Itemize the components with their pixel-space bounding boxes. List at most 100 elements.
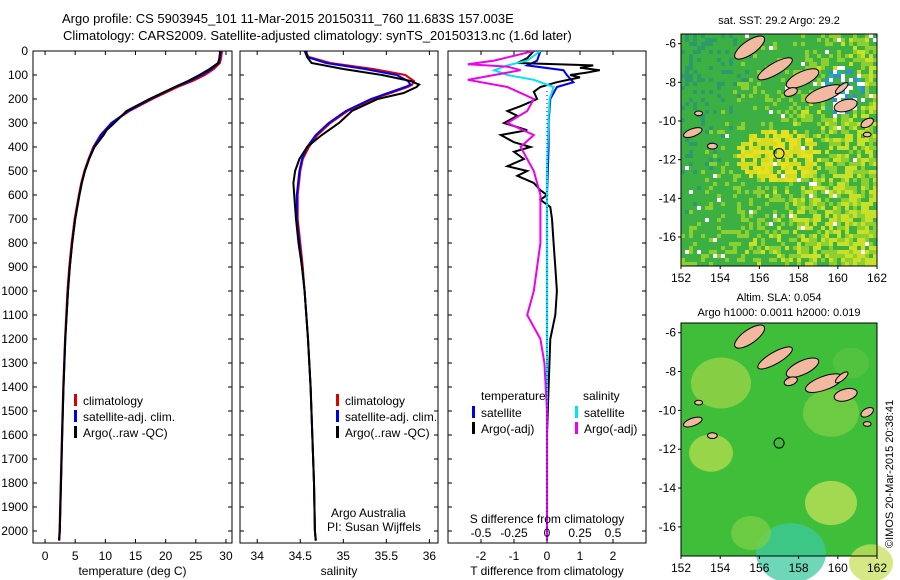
legend-swatch bbox=[336, 410, 339, 422]
depth-tick-label: 900 bbox=[8, 260, 28, 274]
lat-tick-label: -14 bbox=[659, 481, 677, 495]
x-tick-label: 30 bbox=[219, 549, 233, 563]
float-position-marker bbox=[773, 437, 785, 449]
legend-swatch bbox=[472, 406, 475, 418]
sst_map-land bbox=[682, 35, 874, 150]
x-tick-label: 15 bbox=[129, 549, 143, 563]
annotation-line-2: PI: Susan Wijffels bbox=[327, 520, 421, 534]
legend-title-temperature: temperature bbox=[481, 389, 546, 403]
lon-tick-label: 154 bbox=[710, 561, 730, 575]
lon-tick-label: 156 bbox=[749, 271, 769, 285]
lon-tick-label: 160 bbox=[828, 561, 848, 575]
legend-entry: climatology bbox=[345, 394, 405, 408]
temperature-series bbox=[57, 51, 224, 541]
lon-tick-label: 158 bbox=[789, 271, 809, 285]
lon-tick-label: 152 bbox=[671, 561, 691, 575]
depth-tick-label: 1000 bbox=[1, 284, 28, 298]
depth-tick-label: 1700 bbox=[1, 452, 28, 466]
depth-tick-label: 2000 bbox=[1, 524, 28, 538]
legend-title-salinity: salinity bbox=[583, 389, 620, 403]
salinity-panel: 34 34.5 35 35.5 36 salinity climatology satelli… bbox=[239, 50, 439, 578]
lat-tick-label: -8 bbox=[665, 75, 676, 89]
legend-swatch bbox=[472, 422, 475, 434]
lon-tick-label: 154 bbox=[710, 271, 730, 285]
legend-entry: Argo(..raw -QC) bbox=[345, 426, 430, 440]
salinity-series bbox=[292, 51, 421, 541]
title-line-2: Climatology: CARS2009. Satellite-adjuste… bbox=[63, 28, 572, 43]
depth-tick-label: 1200 bbox=[1, 332, 28, 346]
difference-panel: -2 -1 0 1 2T difference from climatology -0.5… bbox=[447, 50, 647, 578]
sla_map-land bbox=[682, 324, 874, 440]
depth-tick-label: 600 bbox=[8, 188, 28, 202]
legend-swatch bbox=[336, 426, 339, 438]
sla_map-field bbox=[681, 323, 893, 580]
legend-swatch bbox=[74, 410, 77, 422]
lat-tick-label: -12 bbox=[659, 442, 677, 456]
depth-tick-label: 700 bbox=[8, 212, 28, 226]
x-tick-label: 35 bbox=[337, 549, 351, 563]
x-tick-label: -1 bbox=[509, 549, 520, 563]
x-tick-label: -2 bbox=[476, 549, 487, 563]
x-tick-label: 0 bbox=[544, 549, 551, 563]
lat-tick-label: -10 bbox=[659, 403, 677, 417]
series-line-2 bbox=[292, 51, 421, 541]
legend-entry: Argo(-adj) bbox=[584, 422, 637, 436]
salinity-frame bbox=[239, 50, 439, 544]
s-axis-label: S difference from climatology bbox=[470, 512, 625, 526]
series-line-2 bbox=[58, 51, 221, 541]
lon-tick-label: 160 bbox=[828, 271, 848, 285]
lon-tick-label: 152 bbox=[671, 271, 691, 285]
sla_map-subtitle: Argo h1000: 0.0011 h2000: 0.019 bbox=[697, 307, 860, 319]
lat-tick-label: -16 bbox=[659, 230, 677, 244]
legend-entry: Argo(..raw -QC) bbox=[83, 426, 168, 440]
depth-tick-label: 1500 bbox=[1, 404, 28, 418]
x-tick-label: 35.5 bbox=[375, 549, 399, 563]
s-tick-label: -0.5 bbox=[471, 526, 492, 540]
sst_map-title: sat. SST: 29.2 Argo: 29.2 bbox=[718, 15, 840, 27]
x-tick-label: 34 bbox=[251, 549, 265, 563]
s-tick-label: -0.25 bbox=[500, 526, 528, 540]
x-tick-label: 34.5 bbox=[289, 549, 313, 563]
depth-tick-label: 300 bbox=[8, 116, 28, 130]
x-tick-label: 2 bbox=[610, 549, 617, 563]
depth-tick-label: 1800 bbox=[1, 476, 28, 490]
series-line-3 bbox=[467, 51, 548, 541]
s-tick-label: 0 bbox=[544, 526, 551, 540]
x-axis-label: temperature (deg C) bbox=[78, 564, 186, 578]
legend-entry: satellite-adj. clim. bbox=[83, 410, 175, 424]
depth-tick-label: 1600 bbox=[1, 428, 28, 442]
lon-tick-label: 162 bbox=[867, 561, 887, 575]
x-tick-label: 25 bbox=[189, 549, 203, 563]
lon-tick-label: 162 bbox=[867, 271, 887, 285]
lon-tick-label: 156 bbox=[749, 561, 769, 575]
lat-tick-label: -16 bbox=[659, 520, 677, 534]
lat-tick-label: -10 bbox=[659, 114, 677, 128]
x-tick-label: 0 bbox=[42, 549, 49, 563]
legend-swatch bbox=[575, 422, 578, 434]
depth-tick-label: 1100 bbox=[2, 308, 28, 322]
legend-swatch bbox=[575, 406, 578, 418]
depth-tick-label: 0 bbox=[21, 44, 28, 58]
depth-tick-label: 1300 bbox=[1, 356, 28, 370]
x-tick-label: 36 bbox=[423, 549, 437, 563]
lat-tick-label: -8 bbox=[665, 365, 676, 379]
depth-tick-label: 1400 bbox=[1, 380, 28, 394]
sla_map-frame bbox=[680, 322, 878, 557]
depth-tick-label: 800 bbox=[8, 236, 28, 250]
annotation-line-1: Argo Australia bbox=[331, 506, 406, 520]
legend-entry: satellite bbox=[481, 406, 522, 420]
legend-entry: satellite bbox=[584, 406, 625, 420]
temperature-panel: 0100200300400500600700800900100011001200… bbox=[1, 44, 233, 578]
depth-tick-label: 500 bbox=[8, 164, 28, 178]
lat-tick-label: -14 bbox=[659, 191, 677, 205]
lat-tick-label: -12 bbox=[659, 153, 677, 167]
legend-swatch bbox=[74, 426, 77, 438]
temperature-frame bbox=[32, 50, 233, 544]
s-tick-label: 0.25 bbox=[568, 526, 592, 540]
legend-swatch bbox=[336, 394, 339, 406]
sst_map-frame bbox=[680, 33, 878, 267]
legend-entry: Argo(-adj) bbox=[481, 422, 534, 436]
sla_map-panel: 152 154 156 158 160 162 -6 -8 -10 -12 -14 -16 Altim.… bbox=[659, 292, 893, 580]
depth-tick-label: 1900 bbox=[1, 500, 28, 514]
